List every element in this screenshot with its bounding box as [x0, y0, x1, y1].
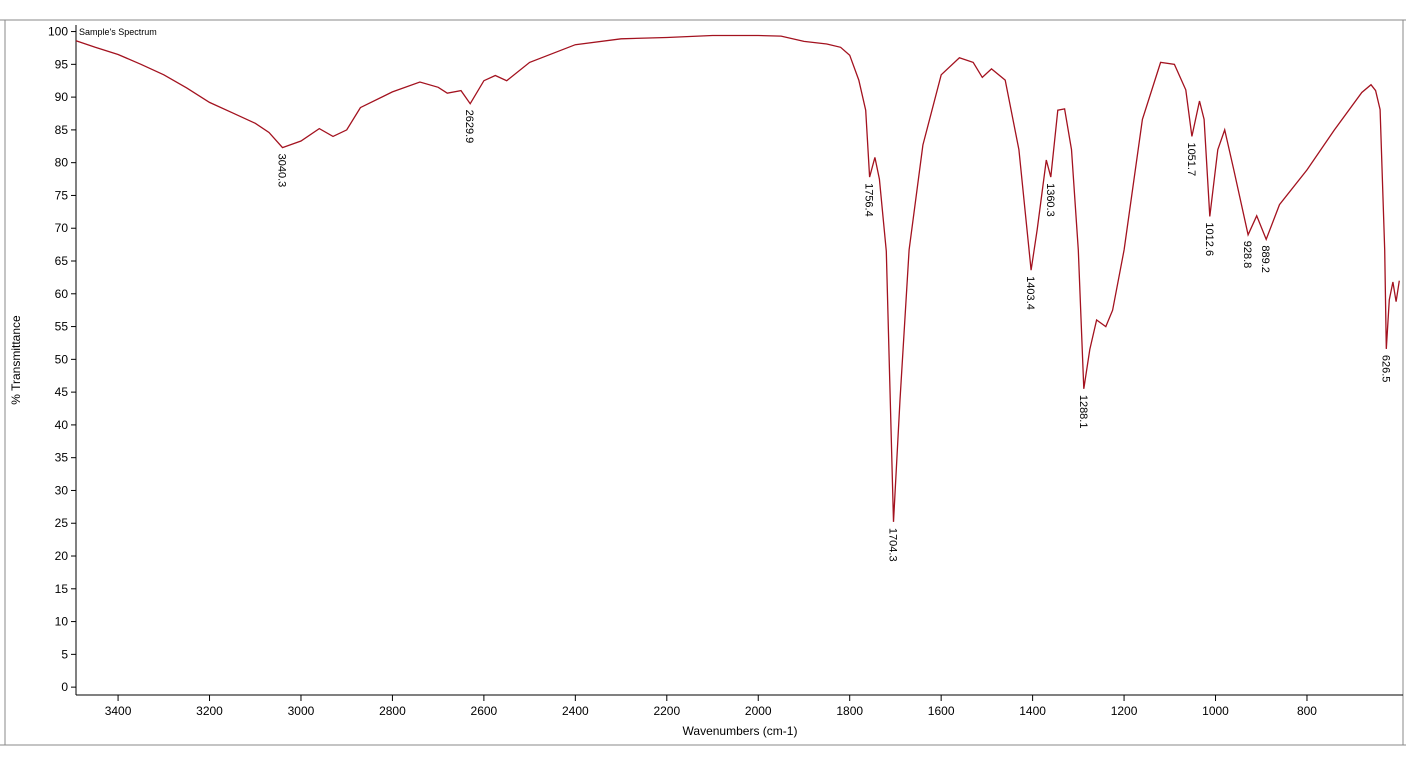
x-tick-label: 2600 [471, 704, 498, 718]
y-tick-label: 65 [55, 254, 69, 268]
y-tick-label: 100 [48, 25, 68, 39]
y-axis-label: % Transmittance [9, 315, 23, 405]
peak-label: 1012.6 [1203, 222, 1215, 256]
x-tick-label: 1800 [836, 704, 863, 718]
y-tick-label: 70 [55, 221, 69, 235]
peak-label: 2629.9 [463, 110, 475, 144]
peak-label: 928.8 [1241, 241, 1253, 269]
x-tick-label: 800 [1297, 704, 1317, 718]
peak-label: 1288.1 [1077, 395, 1089, 429]
y-tick-label: 5 [61, 647, 68, 661]
y-tick-label: 95 [55, 57, 69, 71]
y-tick-label: 40 [55, 418, 69, 432]
x-tick-label: 2200 [653, 704, 680, 718]
y-tick-label: 85 [55, 123, 69, 137]
peak-label: 1704.3 [886, 528, 898, 562]
y-tick-label: 60 [55, 287, 69, 301]
x-tick-label: 1000 [1202, 704, 1229, 718]
y-tick-label: 0 [61, 680, 68, 694]
spectrum-line [75, 34, 1400, 522]
y-tick-label: 50 [55, 352, 69, 366]
x-tick-label: 3000 [288, 704, 315, 718]
x-tick-label: 1400 [1019, 704, 1046, 718]
peak-label: 626.5 [1379, 355, 1391, 383]
y-tick-label: 20 [55, 549, 69, 563]
x-tick-label: 1200 [1111, 704, 1138, 718]
peak-label: 1756.4 [863, 183, 875, 217]
y-tick-label: 25 [55, 516, 69, 530]
x-tick-label: 2400 [562, 704, 589, 718]
y-tick-label: 55 [55, 320, 69, 334]
peak-label: 1360.3 [1044, 183, 1056, 217]
y-tick-label: 80 [55, 156, 69, 170]
peak-label: 3040.3 [276, 154, 288, 188]
x-tick-label: 2000 [745, 704, 772, 718]
peak-label: 1403.4 [1024, 276, 1036, 310]
x-tick-label: 2800 [379, 704, 406, 718]
y-tick-label: 30 [55, 483, 69, 497]
x-axis-label: Wavenumbers (cm-1) [683, 724, 798, 738]
y-tick-label: 15 [55, 582, 69, 596]
x-tick-label: 3400 [105, 704, 132, 718]
y-tick-label: 75 [55, 188, 69, 202]
peak-label: 889.2 [1259, 245, 1271, 273]
y-tick-label: 10 [55, 615, 69, 629]
y-tick-label: 35 [55, 451, 69, 465]
x-tick-label: 1600 [928, 704, 955, 718]
peak-label: 1051.7 [1185, 142, 1197, 176]
y-tick-label: 45 [55, 385, 69, 399]
legend-text: Sample's Spectrum [79, 27, 157, 37]
x-tick-label: 3200 [196, 704, 223, 718]
y-tick-label: 90 [55, 90, 69, 104]
